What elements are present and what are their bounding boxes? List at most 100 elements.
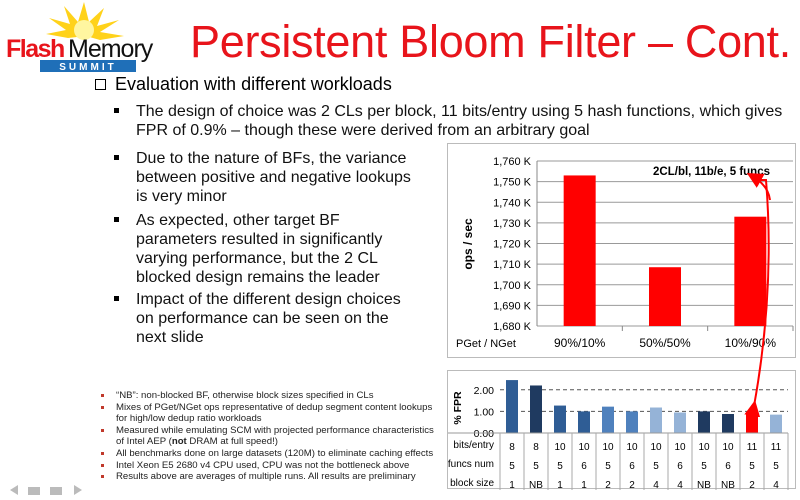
table-cell: 8 <box>509 442 515 453</box>
bar <box>530 385 542 433</box>
bar <box>554 405 566 433</box>
table-cell: 8 <box>533 442 539 453</box>
table-cell: 1 <box>581 480 587 490</box>
sub-bullet: Impact of the different design choices o… <box>114 290 406 347</box>
y-tick-label: 1,710 K <box>493 259 532 271</box>
table-cell: 5 <box>509 461 515 472</box>
table-cell: 4 <box>677 480 683 490</box>
bar <box>563 175 596 326</box>
footnote: Measured while emulating SCM with projec… <box>100 425 440 448</box>
table-cell: 10 <box>626 442 638 453</box>
pen-icon <box>28 487 40 495</box>
bar <box>698 411 710 433</box>
y-tick-label: 1.00 <box>474 406 495 418</box>
slide-title: Persistent Bloom Filter – Cont. <box>190 16 791 67</box>
svg-text:Memory: Memory <box>68 35 154 63</box>
flash-memory-summit-logo: Flash Memory SUMMIT <box>4 2 164 74</box>
footnote: Results above are averages of multiple r… <box>100 471 440 483</box>
y-tick-label: 1,740 K <box>493 197 532 209</box>
table-cell: 5 <box>749 461 755 472</box>
sub-bullet-text: As expected, other target BF parameters … <box>136 212 383 286</box>
table-cell: 1 <box>509 480 515 490</box>
x-tick-label: 90%/10% <box>554 336 606 350</box>
row-label: funcs num <box>448 459 494 470</box>
y-tick-label: 1,700 K <box>493 280 532 292</box>
x-tick-label: 50%/50% <box>639 336 691 350</box>
y-tick-label: 1,750 K <box>493 177 532 189</box>
table-cell: 10 <box>602 442 614 453</box>
table-cell: 6 <box>677 461 683 472</box>
table-cell: 6 <box>629 461 635 472</box>
table-cell: 2 <box>749 480 755 490</box>
footnotes: “NB”: non-blocked BF, otherwise block si… <box>100 390 440 483</box>
bar <box>770 414 782 433</box>
bar <box>649 267 681 326</box>
sub-bullet: As expected, other target BF parameters … <box>114 211 421 287</box>
y-tick-label: 1,760 K <box>493 156 532 168</box>
footnote: Mixes of PGet/NGet ops representative of… <box>100 402 440 425</box>
sun-burst-icon <box>46 2 124 40</box>
x-tick-label: 10%/90% <box>725 336 777 350</box>
table-cell: 11 <box>747 442 758 453</box>
main-bullet: Evaluation with different workloads <box>95 74 392 95</box>
y-tick-label: 0.00 <box>474 428 495 440</box>
bar <box>746 413 758 433</box>
menu-icon <box>50 487 62 495</box>
bar <box>734 216 767 326</box>
table-cell: 4 <box>653 480 659 490</box>
chart-annotation: 2CL/bl, 11b/e, 5 funcs <box>653 166 770 178</box>
y-axis-label: % FPR <box>452 391 464 425</box>
throughput-chart: 1,680 K 1,690 K 1,700 K 1,710 K 1,720 K 1,730… <box>447 143 796 358</box>
table-cell: 6 <box>581 461 587 472</box>
table-cell: NB <box>529 480 543 490</box>
y-tick-label: 2.00 <box>474 385 495 397</box>
footnote: Intel Xeon E5 2680 v4 CPU used, CPU was … <box>100 460 440 472</box>
bar <box>506 380 518 433</box>
prev-slide-icon <box>10 485 18 495</box>
bar <box>650 407 662 433</box>
svg-text:Flash: Flash <box>6 35 64 63</box>
y-tick-label: 1,690 K <box>493 300 532 312</box>
table-cell: 10 <box>554 442 566 453</box>
slide-nav-controls[interactable] <box>0 482 95 495</box>
bar <box>722 413 734 433</box>
table-cell: 2 <box>605 480 611 490</box>
table-cell: 5 <box>773 461 779 472</box>
svg-text:SUMMIT: SUMMIT <box>59 62 116 73</box>
bar <box>626 411 638 433</box>
table-cell: 11 <box>771 442 782 453</box>
table-cell: 5 <box>605 461 611 472</box>
table-cell: 6 <box>725 461 731 472</box>
row-label: bits/entry <box>453 440 494 451</box>
table-cell: 10 <box>722 442 734 453</box>
table-cell: 10 <box>674 442 686 453</box>
checkbox-bullet-icon <box>95 79 106 90</box>
fpr-chart: 0.00 1.00 2.00 % FPR bits/entry 8 8 10 10 10 10 10 1… <box>447 370 796 491</box>
table-cell: 4 <box>773 480 779 490</box>
table-cell: 5 <box>653 461 659 472</box>
table-cell: NB <box>697 480 711 490</box>
bullet-icon <box>114 108 119 113</box>
bar <box>602 406 614 433</box>
table-cell: NB <box>721 480 735 490</box>
next-slide-icon <box>74 485 82 495</box>
table-cell: 10 <box>698 442 710 453</box>
main-bullet-text: Evaluation with different workloads <box>115 74 392 94</box>
table-cell: 10 <box>650 442 662 453</box>
y-tick-label: 1,680 K <box>493 321 532 333</box>
y-tick-label: 1,720 K <box>493 239 532 251</box>
bullet-icon <box>114 296 119 301</box>
table-cell: 10 <box>578 442 590 453</box>
table-cell: 1 <box>557 480 563 490</box>
sub-bullet-text: The design of choice was 2 CLs per block… <box>136 103 783 139</box>
table-cell: 5 <box>701 461 707 472</box>
table-cell: 2 <box>629 480 635 490</box>
bar <box>578 411 590 433</box>
bar <box>674 412 686 433</box>
bullet-icon <box>114 155 119 160</box>
y-axis-label: ops / sec <box>461 218 475 270</box>
table-cell: 5 <box>557 461 563 472</box>
bullet-icon <box>114 217 119 222</box>
row-label: block size <box>450 478 494 489</box>
footnote: “NB”: non-blocked BF, otherwise block si… <box>100 390 440 402</box>
